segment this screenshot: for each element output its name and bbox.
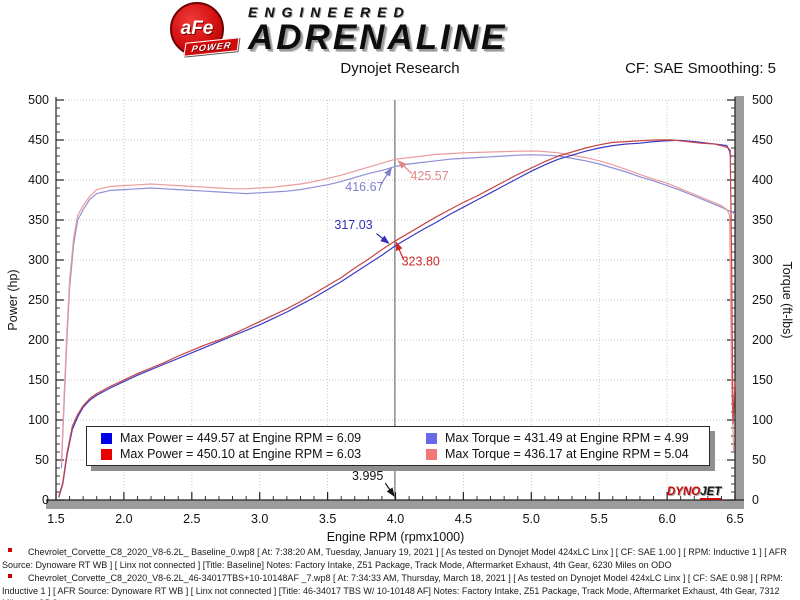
svg-text:6.5: 6.5 xyxy=(726,512,743,526)
series-color-swatch-icon xyxy=(426,432,437,444)
svg-text:300: 300 xyxy=(28,253,49,267)
svg-text:500: 500 xyxy=(28,93,49,107)
legend-text: Max Power = 450.10 at Engine RPM = 6.03 xyxy=(120,447,362,461)
afe-power-logo-icon: aFe POWER xyxy=(170,2,240,57)
afe-logo: aFe POWER ENGINEERED ADRENALINE xyxy=(170,2,507,57)
svg-text:350: 350 xyxy=(752,213,773,227)
svg-text:Torque (ft-lbs): Torque (ft-lbs) xyxy=(780,261,794,338)
svg-text:1.5: 1.5 xyxy=(47,512,64,526)
svg-text:4.5: 4.5 xyxy=(455,512,472,526)
svg-text:350: 350 xyxy=(28,213,49,227)
svg-text:450: 450 xyxy=(28,133,49,147)
svg-text:50: 50 xyxy=(752,453,766,467)
svg-text:Engine RPM (rpmx1000): Engine RPM (rpmx1000) xyxy=(327,530,465,544)
run-info-entry-modified: Chevrolet_Corvette_C8_2020_V8-6.2L_46-34… xyxy=(0,572,798,600)
svg-text:6.0: 6.0 xyxy=(658,512,675,526)
svg-text:3.995: 3.995 xyxy=(352,469,383,483)
legend-text: Max Torque = 431.49 at Engine RPM = 4.99 xyxy=(445,431,689,445)
legend-item-max-torque-baseline: Max Torque = 431.49 at Engine RPM = 4.99 xyxy=(412,431,709,445)
page-title: Dynojet Research xyxy=(340,60,460,77)
legend-item-max-torque-modified: Max Torque = 436.17 at Engine RPM = 5.04 xyxy=(412,447,709,461)
svg-text:2.5: 2.5 xyxy=(183,512,200,526)
svg-text:Power (hp): Power (hp) xyxy=(6,269,20,330)
svg-text:200: 200 xyxy=(28,333,49,347)
legend-text: Max Torque = 436.17 at Engine RPM = 5.04 xyxy=(445,447,689,461)
svg-text:100: 100 xyxy=(28,413,49,427)
svg-text:100: 100 xyxy=(752,413,773,427)
run-info-entry-baseline: Chevrolet_Corvette_C8_2020_V8-6.2L_ Base… xyxy=(0,546,798,571)
dynojet-logo-jet: JET xyxy=(700,486,722,500)
dynojet-logo-dyno: DYNO xyxy=(667,486,701,498)
svg-text:323.80: 323.80 xyxy=(402,255,440,269)
afe-logo-text: aFe xyxy=(180,18,214,39)
series-color-swatch-icon xyxy=(101,448,112,460)
svg-text:400: 400 xyxy=(28,173,49,187)
svg-text:50: 50 xyxy=(35,453,49,467)
run-info-footer: Chevrolet_Corvette_C8_2020_V8-6.2L_ Base… xyxy=(0,546,798,600)
svg-text:500: 500 xyxy=(752,93,773,107)
legend: Max Power = 449.57 at Engine RPM = 6.09 … xyxy=(86,426,710,466)
svg-text:200: 200 xyxy=(752,333,773,347)
smoothing-setting-label: CF: SAE Smoothing: 5 xyxy=(625,60,776,77)
svg-text:400: 400 xyxy=(752,173,773,187)
svg-text:150: 150 xyxy=(28,373,49,387)
logo-wordmark: ENGINEERED ADRENALINE xyxy=(248,2,507,56)
svg-text:300: 300 xyxy=(752,253,773,267)
run-info-text: Chevrolet_Corvette_C8_2020_V8-6.2L_46-34… xyxy=(2,573,783,600)
svg-text:150: 150 xyxy=(752,373,773,387)
run-bullet-icon xyxy=(8,574,12,578)
svg-text:4.0: 4.0 xyxy=(387,512,404,526)
series-color-swatch-icon xyxy=(426,448,437,460)
legend-item-max-power-modified: Max Power = 450.10 at Engine RPM = 6.03 xyxy=(87,447,412,461)
svg-text:5.5: 5.5 xyxy=(591,512,608,526)
svg-text:250: 250 xyxy=(752,293,773,307)
run-info-text: Chevrolet_Corvette_C8_2020_V8-6.2L_ Base… xyxy=(2,547,787,570)
svg-text:416.67: 416.67 xyxy=(345,180,383,194)
svg-text:250: 250 xyxy=(28,293,49,307)
svg-text:3.5: 3.5 xyxy=(319,512,336,526)
svg-text:5.0: 5.0 xyxy=(523,512,540,526)
series-color-swatch-icon xyxy=(101,432,112,444)
svg-text:0: 0 xyxy=(42,493,49,507)
afe-power-banner: POWER xyxy=(183,37,240,57)
svg-text:0: 0 xyxy=(752,493,759,507)
legend-text: Max Power = 449.57 at Engine RPM = 6.09 xyxy=(120,431,362,445)
svg-text:450: 450 xyxy=(752,133,773,147)
svg-text:2.0: 2.0 xyxy=(115,512,132,526)
run-bullet-icon xyxy=(8,548,12,552)
logo-line-engineered: ENGINEERED xyxy=(248,4,411,20)
dynojet-logo: DYNOJET xyxy=(667,486,722,500)
svg-text:317.03: 317.03 xyxy=(334,218,372,232)
svg-text:425.57: 425.57 xyxy=(410,169,448,183)
svg-text:3.0: 3.0 xyxy=(251,512,268,526)
legend-item-max-power-baseline: Max Power = 449.57 at Engine RPM = 6.09 xyxy=(87,431,412,445)
logo-line-adrenaline: ADRENALINE xyxy=(248,18,508,57)
